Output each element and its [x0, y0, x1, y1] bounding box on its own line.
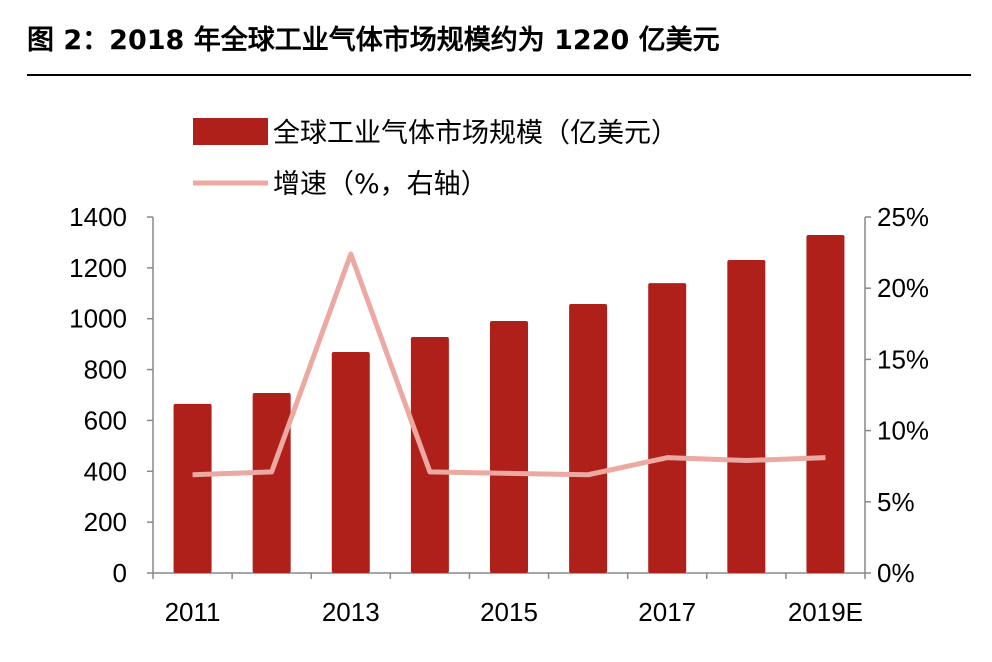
right-axis-tick-label: 0%	[877, 558, 915, 588]
bar-2017	[648, 283, 687, 573]
right-axis-tick-label: 25%	[877, 202, 929, 232]
x-axis-tick-label: 2015	[480, 597, 538, 627]
bar-2013	[331, 352, 370, 573]
x-axis-tick-label: 2013	[322, 597, 380, 627]
left-axis-tick-label: 1200	[69, 253, 127, 283]
x-axis-tick-label: 2019E	[788, 597, 863, 627]
bar-2012	[252, 392, 291, 573]
title-divider	[27, 74, 971, 76]
bar-2014	[410, 337, 449, 573]
right-axis-tick-label: 20%	[877, 273, 929, 303]
left-axis-tick-label: 1000	[69, 304, 127, 334]
right-axis-tick-label: 5%	[877, 487, 915, 517]
left-axis-tick-label: 1400	[69, 202, 127, 232]
left-axis-tick-label: 600	[84, 405, 127, 435]
legend-line-label: 增速（%，右轴）	[273, 169, 488, 200]
bar-2016	[569, 303, 608, 573]
left-axis-tick-label: 200	[84, 507, 127, 537]
chart-title: 图 2：2018 年全球工业气体市场规模约为 1220 亿美元	[27, 25, 720, 56]
right-axis-tick-label: 10%	[877, 416, 929, 446]
bar-2018	[727, 259, 766, 573]
x-axis-tick-label: 2017	[638, 597, 696, 627]
right-axis-tick-label: 15%	[877, 344, 929, 374]
bar-2011	[173, 403, 212, 573]
bar-2015	[490, 321, 528, 573]
left-axis-tick-label: 0	[113, 558, 127, 588]
legend-bar-swatch	[193, 118, 268, 145]
x-axis-tick-label: 2011	[165, 597, 221, 627]
bar-2019E	[806, 235, 845, 573]
legend-bar-label: 全球工业气体市场规模（亿美元）	[273, 118, 678, 149]
left-axis-tick-label: 800	[84, 355, 127, 385]
left-axis-tick-label: 400	[84, 456, 127, 486]
